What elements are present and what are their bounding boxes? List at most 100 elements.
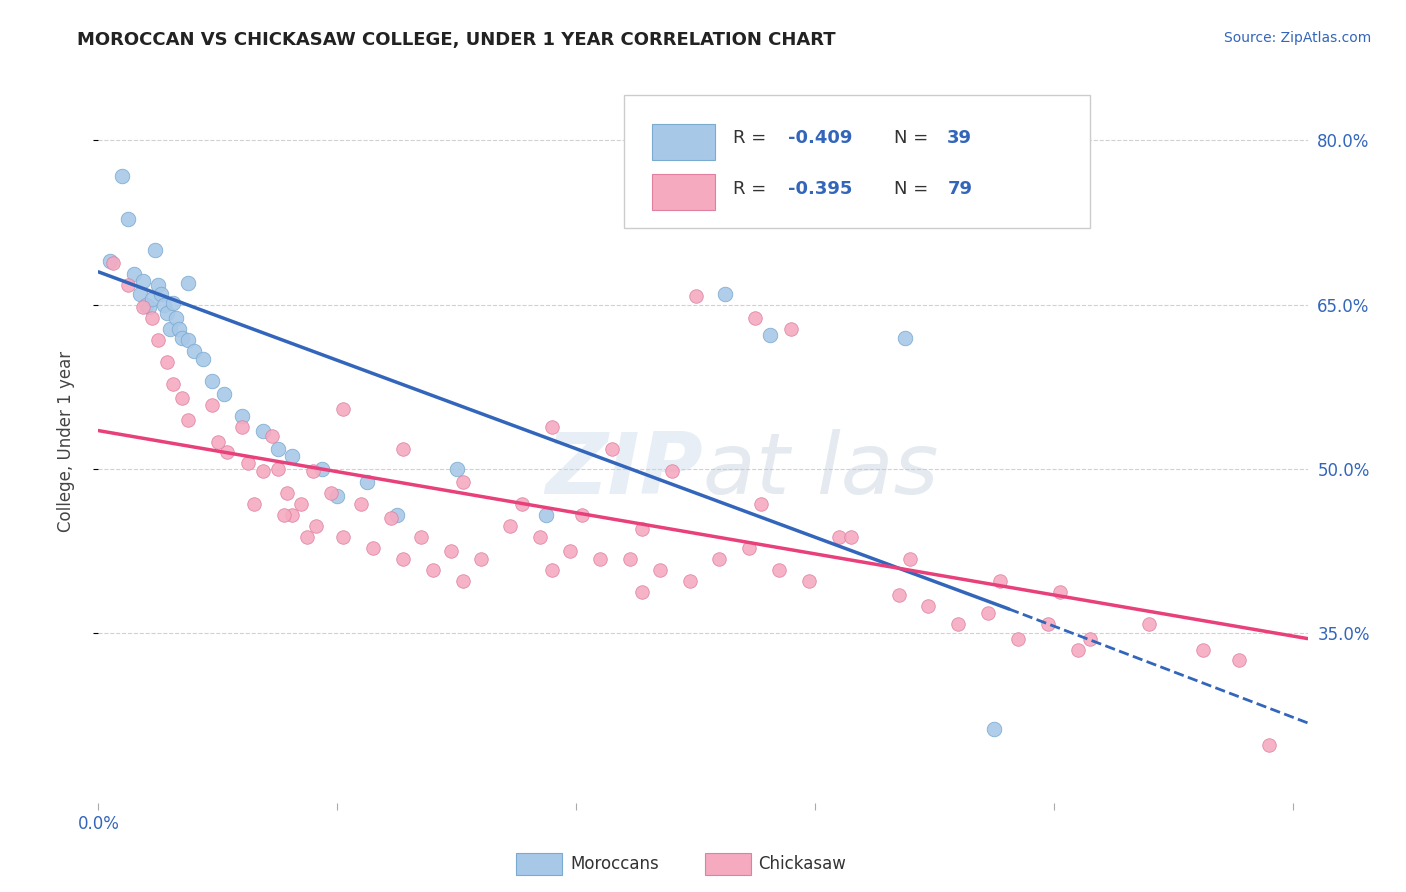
- Point: [648, 563, 671, 577]
- Point: [332, 530, 354, 544]
- Text: 79: 79: [948, 179, 973, 198]
- Point: [1036, 617, 1059, 632]
- Point: [380, 511, 402, 525]
- Point: [138, 300, 160, 314]
- Point: [266, 442, 288, 457]
- Point: [839, 530, 862, 544]
- Point: [191, 352, 214, 367]
- Point: [893, 330, 915, 344]
- Point: [170, 330, 193, 344]
- FancyBboxPatch shape: [624, 95, 1090, 228]
- Point: [252, 424, 274, 438]
- Point: [183, 343, 205, 358]
- Point: [887, 588, 910, 602]
- Point: [1078, 632, 1101, 646]
- FancyBboxPatch shape: [652, 174, 716, 211]
- Point: [451, 475, 474, 489]
- Point: [714, 286, 737, 301]
- Point: [273, 508, 295, 522]
- Point: [162, 376, 184, 391]
- Point: [685, 289, 707, 303]
- Point: [661, 464, 683, 478]
- Point: [122, 267, 145, 281]
- Point: [1066, 642, 1088, 657]
- Point: [470, 551, 492, 566]
- Point: [236, 457, 259, 471]
- Point: [422, 563, 444, 577]
- Point: [276, 486, 298, 500]
- FancyBboxPatch shape: [706, 854, 751, 875]
- Point: [744, 310, 766, 325]
- Point: [156, 306, 179, 320]
- Point: [326, 489, 349, 503]
- Point: [111, 169, 134, 183]
- Point: [1049, 584, 1071, 599]
- Point: [311, 462, 333, 476]
- Point: [170, 391, 193, 405]
- Point: [260, 429, 283, 443]
- Point: [201, 398, 224, 412]
- Point: [900, 551, 922, 566]
- Point: [305, 518, 328, 533]
- Point: [177, 276, 200, 290]
- Point: [242, 497, 264, 511]
- Point: [983, 723, 1005, 737]
- Text: ZIP: ZIP: [546, 429, 703, 512]
- Point: [103, 256, 125, 270]
- Point: [560, 544, 582, 558]
- Point: [332, 401, 354, 416]
- Text: N =: N =: [894, 129, 934, 147]
- Point: [361, 541, 384, 555]
- Point: [600, 442, 623, 457]
- Point: [619, 551, 641, 566]
- Point: [512, 497, 534, 511]
- Point: [446, 462, 468, 476]
- Point: [117, 277, 139, 292]
- Point: [630, 522, 652, 536]
- Text: R =: R =: [734, 129, 772, 147]
- FancyBboxPatch shape: [652, 124, 716, 160]
- Point: [177, 333, 200, 347]
- Point: [321, 486, 343, 500]
- Point: [1192, 642, 1215, 657]
- Point: [589, 551, 612, 566]
- Point: [302, 464, 325, 478]
- Point: [451, 574, 474, 588]
- Point: [201, 375, 224, 389]
- Point: [150, 286, 173, 301]
- Point: [281, 508, 304, 522]
- Point: [536, 508, 558, 522]
- Point: [356, 475, 378, 489]
- Point: [1007, 632, 1029, 646]
- Point: [759, 328, 782, 343]
- Text: -0.409: -0.409: [787, 129, 852, 147]
- Point: [392, 442, 415, 457]
- Point: [709, 551, 731, 566]
- Point: [290, 497, 312, 511]
- Point: [828, 530, 851, 544]
- Point: [167, 322, 190, 336]
- Point: [231, 409, 253, 424]
- Point: [132, 300, 155, 314]
- Point: [797, 574, 820, 588]
- Point: [409, 530, 432, 544]
- Point: [440, 544, 463, 558]
- Point: [141, 310, 163, 325]
- Text: Source: ZipAtlas.com: Source: ZipAtlas.com: [1223, 31, 1371, 45]
- Text: at las: at las: [703, 429, 938, 512]
- Point: [1257, 738, 1279, 752]
- Point: [231, 420, 253, 434]
- Point: [266, 462, 288, 476]
- Y-axis label: College, Under 1 year: College, Under 1 year: [56, 351, 75, 533]
- Point: [738, 541, 761, 555]
- FancyBboxPatch shape: [516, 854, 561, 875]
- Point: [177, 412, 200, 426]
- Point: [143, 243, 166, 257]
- Point: [768, 563, 790, 577]
- Point: [780, 322, 803, 336]
- Point: [207, 434, 229, 449]
- Text: Moroccans: Moroccans: [569, 855, 659, 873]
- Point: [977, 607, 1000, 621]
- Point: [215, 445, 238, 459]
- Point: [146, 333, 169, 347]
